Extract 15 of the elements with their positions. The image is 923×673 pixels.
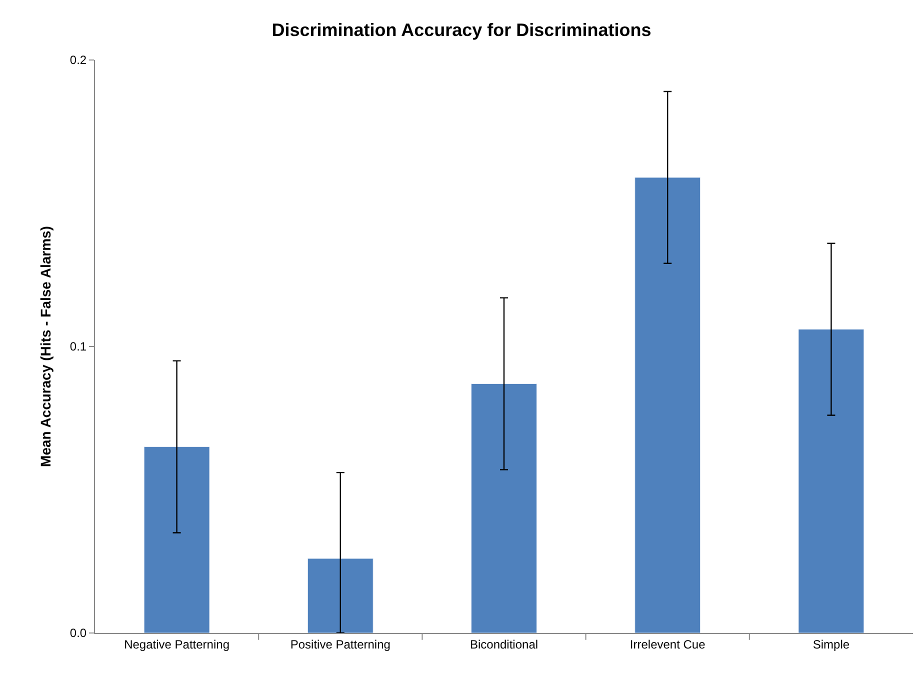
x-tick-label: Irrelevent Cue [630,637,706,652]
y-axis-title: Mean Accuracy (Hits - False Alarms) [38,226,54,467]
bar [634,177,701,633]
x-tick-label: Biconditional [470,637,538,652]
y-tick-label: 0.2 [70,53,87,68]
x-tick-label: Simple [812,637,850,652]
x-tick-label: Negative Patterning [124,637,230,652]
bar [144,446,210,633]
bar [471,384,537,633]
y-tick-label: 0.0 [70,626,87,640]
y-tick-label: 0.1 [70,340,87,354]
chart-title: Discrimination Accuracy for Discriminations [272,20,652,40]
bar [798,329,864,633]
x-tick-label: Positive Patterning [290,637,390,652]
bar [307,558,374,633]
